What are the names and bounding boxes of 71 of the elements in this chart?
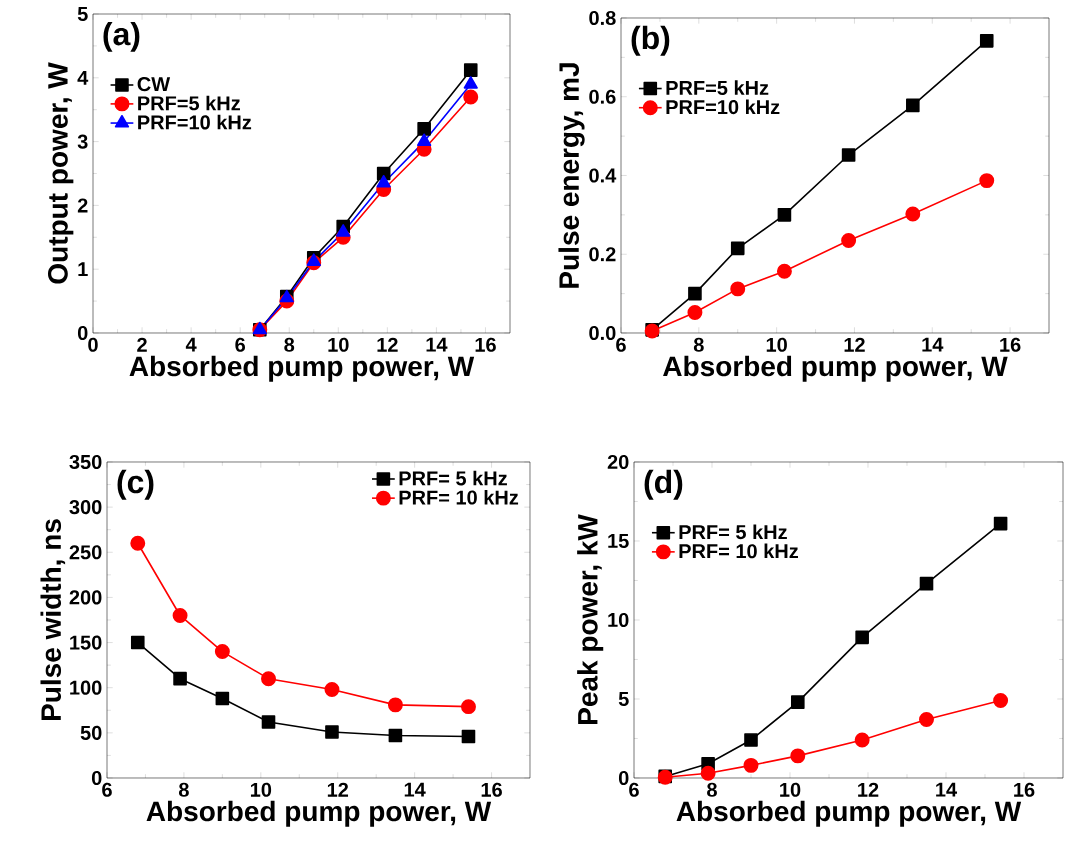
x-tick-label: 14 xyxy=(936,782,958,797)
x-tick-label: 14 xyxy=(426,337,448,352)
x-axis-title: Absorbed pump power, W xyxy=(676,800,1022,827)
x-tick-label: 16 xyxy=(1014,782,1035,797)
y-axis-title: Pulse width, ns xyxy=(40,519,66,721)
y-tick-label: 150 xyxy=(70,635,102,650)
x-tick-label: 16 xyxy=(1000,337,1021,352)
y-tick-label: 0 xyxy=(618,770,629,786)
legend-label: PRF=10 kHz xyxy=(138,114,252,130)
y-axis-title: Output power, W xyxy=(47,62,74,284)
x-tick-label: 14 xyxy=(922,337,944,352)
annotation: (d) xyxy=(644,469,683,500)
x-tick-label: 12 xyxy=(327,782,349,797)
legend-label: PRF= 10 kHz xyxy=(679,543,799,559)
y-tick-label: 1 xyxy=(78,262,88,277)
x-tick-label: 10 xyxy=(328,337,349,352)
x-tick-label: 8 xyxy=(284,337,295,352)
y-tick-label: 50 xyxy=(80,725,102,740)
legend-label: PRF=5 kHz xyxy=(666,80,769,95)
legend-label: PRF= 10 kHz xyxy=(399,489,519,505)
y-tick-label: 5 xyxy=(618,692,629,706)
y-tick-label: 200 xyxy=(69,590,102,605)
x-tick-label: 6 xyxy=(235,337,246,352)
annotation: (c) xyxy=(117,469,154,500)
x-tick-label: 4 xyxy=(185,337,197,352)
legend-label: PRF=10 kHz xyxy=(666,99,780,115)
y-axis-title: Pulse energy, mJ xyxy=(558,63,585,288)
y-tick-label: 0.0 xyxy=(589,325,616,341)
y-tick-label: 250 xyxy=(69,545,102,560)
x-tick-label: 14 xyxy=(404,782,426,797)
annotation: (b) xyxy=(631,25,670,56)
y-tick-label: 0.4 xyxy=(589,168,617,183)
legend-label: CW xyxy=(137,77,171,92)
x-tick-label: 8 xyxy=(693,337,704,352)
x-tick-label: 12 xyxy=(858,782,879,797)
x-tick-label: 10 xyxy=(250,782,272,797)
y-tick-label: 0.8 xyxy=(589,10,616,26)
x-axis-title: Absorbed pump power, W xyxy=(146,800,492,827)
y-tick-label: 0 xyxy=(77,325,88,341)
x-tick-label: 6 xyxy=(616,337,626,352)
legend-label: PRF= 5 kHz xyxy=(679,524,787,540)
y-tick-label: 20 xyxy=(607,454,629,470)
annotation: (a) xyxy=(103,21,140,52)
y-tick-label: 2 xyxy=(77,198,88,213)
y-tick-label: 10 xyxy=(608,612,629,628)
y-tick-label: 0.6 xyxy=(589,89,616,104)
x-axis-title: Absorbed pump power, W xyxy=(129,355,475,382)
y-tick-label: 0 xyxy=(91,770,102,786)
legend-label: PRF=5 kHz xyxy=(138,95,240,111)
x-tick-label: 16 xyxy=(475,337,496,352)
x-tick-label: 6 xyxy=(629,782,639,797)
x-tick-label: 16 xyxy=(481,782,502,797)
x-tick-label: 6 xyxy=(102,782,112,797)
y-tick-label: 0.2 xyxy=(589,247,616,262)
y-tick-label: 5 xyxy=(77,7,88,21)
y-tick-label: 350 xyxy=(69,454,102,470)
x-tick-label: 10 xyxy=(780,782,801,797)
y-tick-label: 4 xyxy=(77,70,89,85)
x-tick-label: 8 xyxy=(178,782,189,797)
x-tick-label: 12 xyxy=(844,337,865,352)
y-tick-label: 3 xyxy=(77,134,88,149)
y-axis-title: Peak power, kW xyxy=(577,514,604,724)
x-tick-label: 12 xyxy=(377,337,398,352)
x-tick-label: 10 xyxy=(766,337,787,352)
x-tick-label: 8 xyxy=(707,782,717,797)
legend-label: PRF= 5 kHz xyxy=(399,470,507,486)
y-tick-label: 100 xyxy=(70,680,102,695)
x-axis-title: Absorbed pump power, W xyxy=(663,355,1008,382)
y-tick-label: 15 xyxy=(608,534,629,548)
y-tick-label: 300 xyxy=(69,500,102,515)
x-tick-label: 2 xyxy=(137,337,147,352)
